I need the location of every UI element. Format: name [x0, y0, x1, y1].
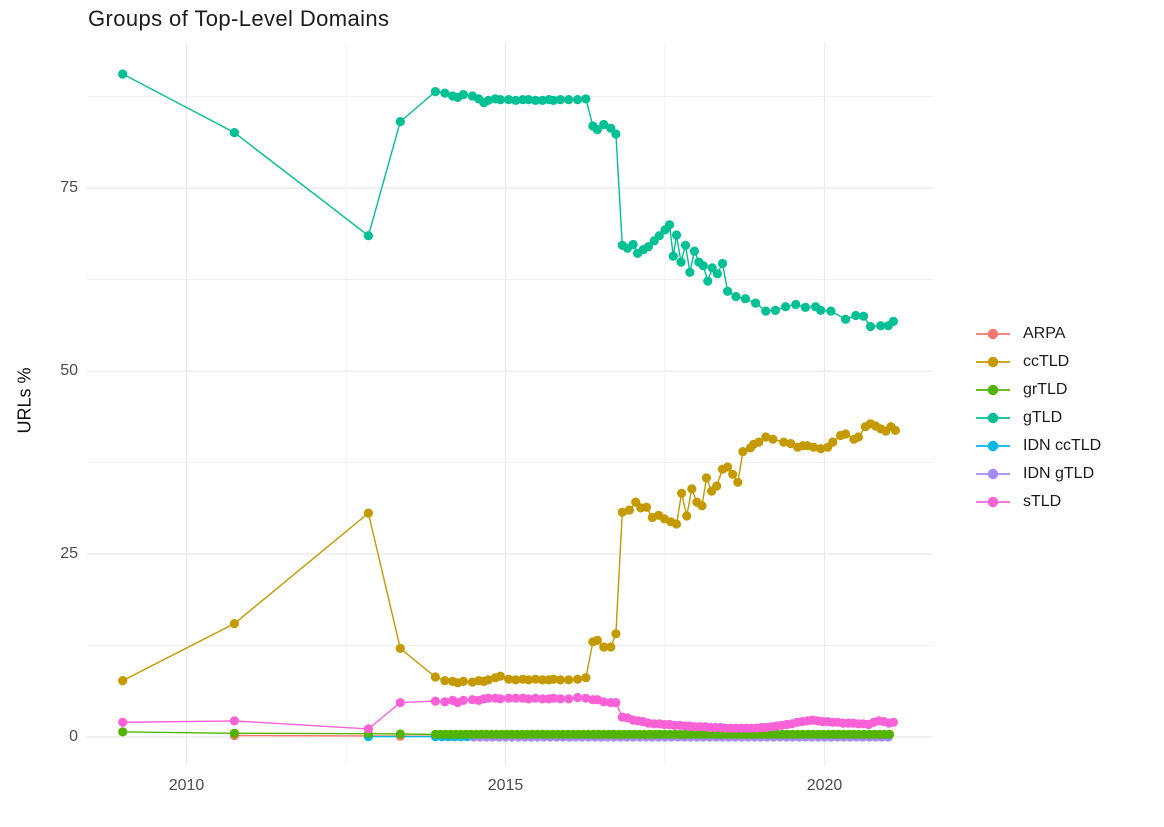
legend-item-gtld: gTLD	[976, 409, 1101, 427]
legend-label: IDN ccTLD	[1023, 437, 1102, 454]
series-grtld	[118, 727, 895, 740]
legend-key-icon	[976, 356, 1010, 368]
x-tick-label: 2020	[806, 777, 843, 794]
series-gtld	[118, 69, 899, 332]
legend-key-icon	[976, 412, 1010, 424]
series-stld	[118, 692, 899, 734]
legend-item-idn-gtld: IDN gTLD	[976, 465, 1101, 483]
chart-title: Groups of Top-Level Domains	[88, 6, 390, 31]
legend-label: sTLD	[1023, 493, 1062, 510]
x-tick-label: 2010	[168, 777, 205, 794]
legend-key-icon	[976, 468, 1010, 480]
legend-label: gTLD	[1023, 409, 1063, 426]
legend-label: grTLD	[1023, 381, 1068, 398]
legend: ARPA ccTLD grTLD gTLD IDN ccTLD IDN gTLD sTLD	[976, 325, 1101, 511]
legend-key-icon	[976, 496, 1010, 508]
legend-key-icon	[976, 384, 1010, 396]
legend-key-icon	[976, 328, 1010, 340]
y-tick-label: 25	[60, 545, 78, 563]
y-tick-label: 0	[69, 727, 78, 745]
legend-label: ARPA	[1023, 325, 1066, 342]
series-line	[122, 73, 894, 328]
legend-item-cctld: ccTLD	[976, 353, 1101, 371]
legend-label: ccTLD	[1023, 353, 1070, 370]
y-axis-title: URLs %	[14, 367, 35, 434]
legend-item-grtld: grTLD	[976, 381, 1101, 399]
x-tick-label: 2015	[487, 777, 524, 794]
series-cctld	[118, 419, 901, 688]
y-tick-label: 75	[60, 179, 78, 197]
legend-key-icon	[976, 440, 1010, 452]
y-tick-label: 50	[60, 362, 78, 380]
legend-item-idn-cctld: IDN ccTLD	[976, 437, 1101, 455]
plot-area	[87, 43, 933, 765]
legend-label: IDN gTLD	[1023, 465, 1095, 482]
legend-item-stld: sTLD	[976, 493, 1101, 511]
legend-item-arpa: ARPA	[976, 325, 1101, 343]
